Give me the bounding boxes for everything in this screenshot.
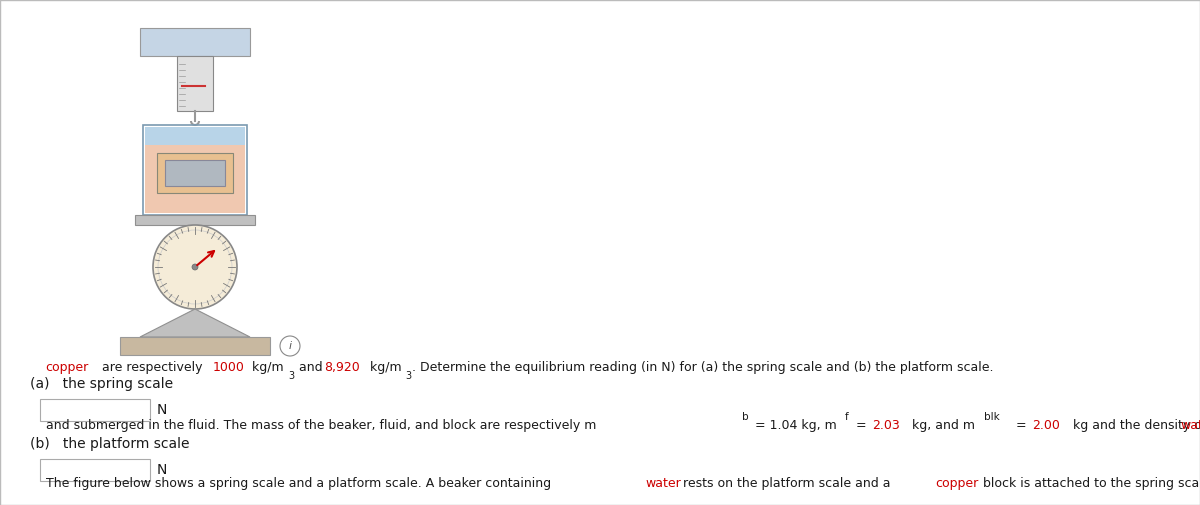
Text: blk: blk [984,412,1000,422]
Text: kg/m: kg/m [248,361,284,374]
FancyBboxPatch shape [178,56,214,111]
Text: N: N [157,463,167,477]
Text: 8,920: 8,920 [324,361,360,374]
Text: = 1.04 kg, m: = 1.04 kg, m [751,419,836,432]
Text: and: and [295,361,326,374]
Text: 3: 3 [406,371,412,381]
Circle shape [280,336,300,356]
Text: (b)   the platform scale: (b) the platform scale [30,437,190,451]
FancyBboxPatch shape [145,145,245,213]
Text: i: i [288,341,292,351]
Text: =: = [852,419,871,432]
FancyBboxPatch shape [145,127,245,145]
Text: The figure below shows a spring scale and a platform scale. A beaker containing: The figure below shows a spring scale an… [46,477,554,490]
Text: (a)   the spring scale: (a) the spring scale [30,377,173,391]
Text: kg and the density of: kg and the density of [1069,419,1200,432]
Text: water: water [646,477,682,490]
Polygon shape [140,309,250,337]
FancyBboxPatch shape [140,28,250,56]
Text: copper: copper [46,361,89,374]
Text: 2.03: 2.03 [872,419,900,432]
Text: N: N [157,403,167,417]
FancyBboxPatch shape [157,153,233,193]
FancyBboxPatch shape [166,160,226,186]
Text: 3: 3 [288,371,294,381]
Circle shape [192,264,198,270]
Text: kg, and m: kg, and m [908,419,976,432]
Text: kg/m: kg/m [366,361,402,374]
Text: 1000: 1000 [212,361,245,374]
FancyBboxPatch shape [40,399,150,421]
Text: copper: copper [935,477,978,490]
Text: . Determine the equilibrium reading (in N) for (a) the spring scale and (b) the : . Determine the equilibrium reading (in … [412,361,994,374]
Text: =: = [1012,419,1031,432]
Text: 2.00: 2.00 [1032,419,1060,432]
FancyBboxPatch shape [120,337,270,355]
Text: and submerged in the fluid. The mass of the beaker, fluid, and block are respect: and submerged in the fluid. The mass of … [46,419,596,432]
Text: water: water [1181,419,1200,432]
Text: are respectively: are respectively [98,361,206,374]
Text: rests on the platform scale and a: rests on the platform scale and a [679,477,895,490]
Text: f: f [845,412,848,422]
Text: block is attached to the spring scale: block is attached to the spring scale [979,477,1200,490]
FancyBboxPatch shape [134,215,256,225]
Circle shape [154,225,238,309]
FancyBboxPatch shape [40,459,150,481]
Text: b: b [742,412,749,422]
